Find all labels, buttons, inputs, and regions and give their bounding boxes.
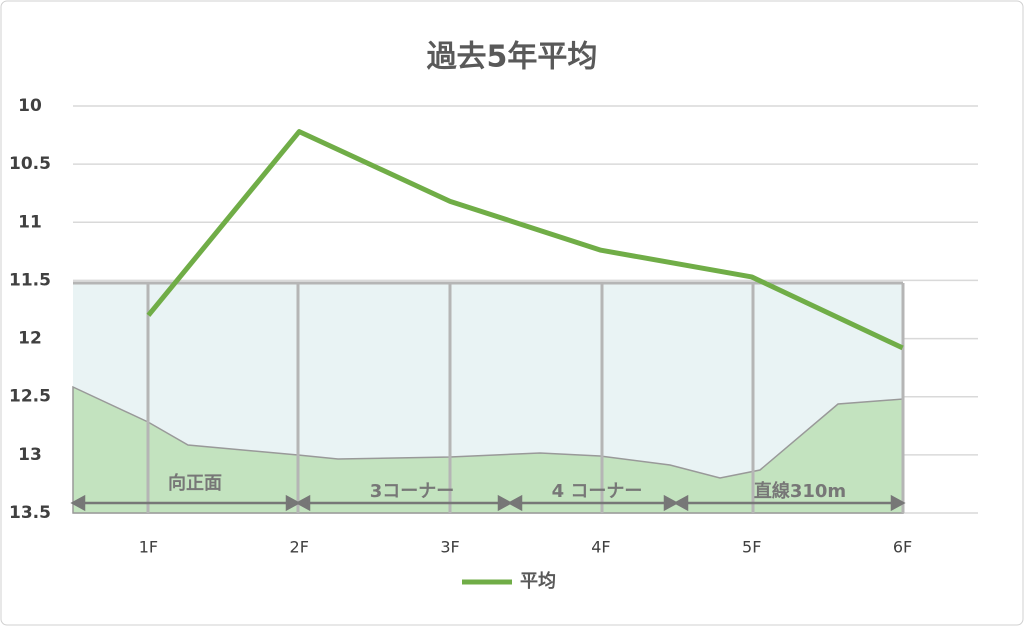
y-tick-label: 11.5 (9, 270, 51, 290)
y-tick-label: 12 (18, 329, 42, 349)
x-tick-label: 5F (742, 538, 761, 557)
x-tick-label: 6F (893, 538, 912, 557)
y-tick-label: 10.5 (9, 154, 51, 174)
x-tick-label: 4F (591, 538, 610, 557)
annotation: 直線310m (754, 480, 846, 502)
x-tick-label: 3F (440, 538, 459, 557)
y-tick-label: 11 (18, 212, 42, 232)
annotation: 4 コーナー (552, 481, 643, 502)
x-tick-label: 2F (290, 538, 309, 557)
y-tick-label: 12.5 (9, 387, 51, 407)
y-tick-label: 13.5 (9, 503, 51, 523)
annotation: 3コーナー (370, 481, 455, 502)
legend-label: 平均 (520, 570, 556, 592)
data-line (146, 129, 904, 351)
x-tick-label: 1F (139, 538, 158, 557)
chart-title: 過去5年平均 (427, 40, 598, 75)
course-illustration: 向正面 3コーナー 4 コーナー 直線310m (70, 281, 906, 514)
y-tick-label: 10 (18, 96, 42, 116)
annotation: 向正面 (168, 472, 222, 494)
y-tick-label: 13 (18, 445, 42, 465)
